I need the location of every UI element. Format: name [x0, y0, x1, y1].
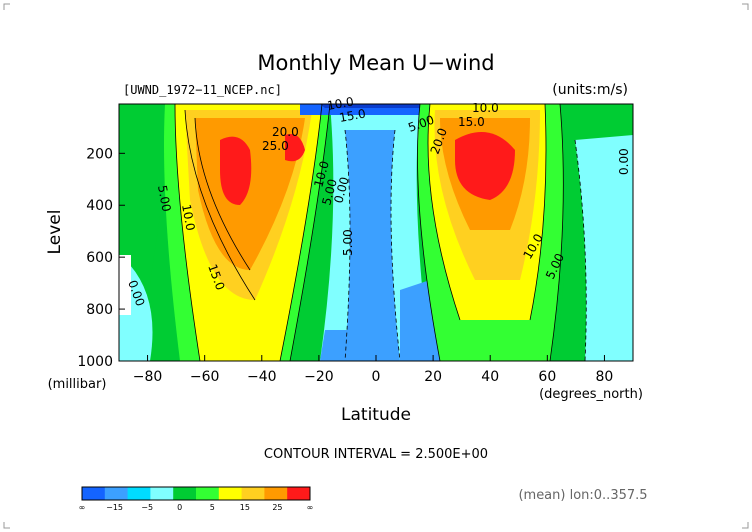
- colorbar-level-label: 5: [210, 503, 215, 512]
- contour-label: 0.00: [331, 175, 351, 204]
- contour-label: 10.0: [179, 203, 197, 232]
- y-tick-label: 800: [86, 302, 113, 318]
- x-tick-label: −40: [247, 369, 277, 385]
- x-tick-label: 0: [372, 369, 381, 385]
- colorbar-swatch: [104, 487, 129, 500]
- y-axis-units: (millibar): [48, 377, 107, 392]
- contour-fill: [119, 104, 633, 361]
- colorbar-swatch: [287, 487, 311, 500]
- y-axis-label: Level: [45, 210, 65, 255]
- x-tick-label: −60: [190, 369, 220, 385]
- y-tick-label: 600: [86, 250, 113, 266]
- contour-label: 10.0: [311, 159, 331, 188]
- colorbar-swatch: [173, 487, 197, 500]
- x-axis-label: Latitude: [341, 405, 411, 425]
- colorbar-level-label: ∞: [79, 503, 86, 512]
- colorbar: ∞ −15 −5 0 5 15 25 ∞: [79, 486, 314, 512]
- contour-label: 25.0: [262, 139, 289, 153]
- contour-label: 5.00: [155, 184, 173, 213]
- colorbar-level-label: −15: [106, 503, 123, 512]
- colorbar-swatch: [218, 487, 243, 500]
- crop-marks: [3, 3, 749, 529]
- contour-lines: [174, 104, 587, 361]
- colorbar-level-label: −5: [141, 503, 153, 512]
- colorbar-swatch: [264, 487, 288, 500]
- contour-label: 5.00: [319, 177, 339, 206]
- contour-label: 20.0: [272, 125, 299, 139]
- colorbar-swatch: [127, 487, 151, 500]
- y-tick-label: 400: [86, 198, 113, 214]
- x-axis: −80 −60 −40 −20 0 20 40 60 80: [133, 355, 614, 385]
- x-axis-units: (degrees_north): [539, 387, 643, 402]
- contour-label: 10.0: [472, 101, 499, 115]
- colorbar-swatch: [241, 487, 265, 500]
- contour-interval: CONTOUR INTERVAL = 2.500E+00: [264, 447, 488, 462]
- colorbar-level-label: 15: [240, 503, 250, 512]
- x-tick-label: 60: [538, 369, 556, 385]
- x-tick-label: 80: [596, 369, 614, 385]
- colorbar-level-label: ∞: [307, 503, 314, 512]
- x-tick-label: 20: [424, 369, 442, 385]
- y-tick-label: 200: [86, 146, 113, 162]
- contour-label: 15.0: [458, 115, 485, 129]
- colorbar-frame: [81, 486, 311, 501]
- colorbar-swatch: [150, 487, 174, 500]
- footer-note: (mean) lon:0..357.5: [518, 488, 647, 503]
- y-tick-label: 1000: [77, 354, 113, 370]
- contour-label: 5.00: [341, 229, 355, 256]
- y-axis: 200 400 600 800 1000: [77, 146, 125, 370]
- contour-label: 15.0: [338, 107, 367, 125]
- chart-title: Monthly Mean U−wind: [257, 51, 494, 75]
- colorbar-swatch: [196, 487, 220, 500]
- file-label: [UWND_1972−11_NCEP.nc]: [123, 83, 282, 97]
- colorbar-swatch: [82, 487, 106, 500]
- units-label: (units:m/s): [552, 82, 628, 98]
- x-tick-label: 40: [481, 369, 499, 385]
- colorbar-level-label: 0: [177, 503, 182, 512]
- x-tick-label: −20: [304, 369, 334, 385]
- x-tick-label: −80: [133, 369, 163, 385]
- contour-label: 0.00: [617, 148, 631, 175]
- colorbar-level-label: 25: [272, 503, 282, 512]
